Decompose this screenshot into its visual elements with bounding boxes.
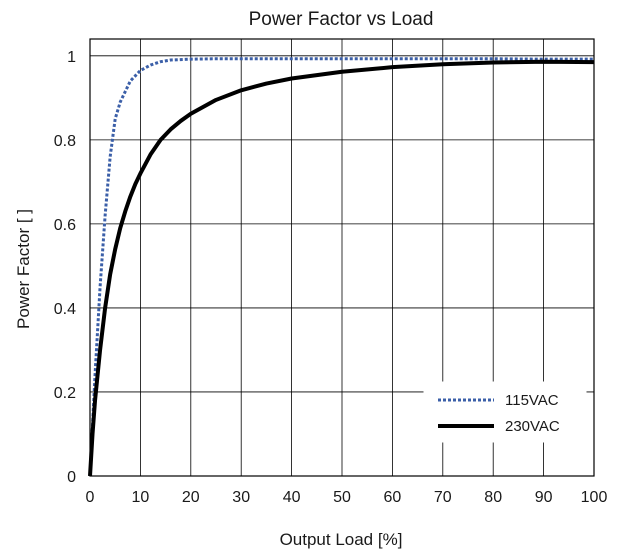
x-axis-label: Output Load [%] [280, 530, 403, 549]
x-tick-label: 40 [283, 489, 301, 506]
y-tick-label: 1 [67, 49, 76, 66]
legend: 115VAC 230VAC [423, 381, 587, 443]
series-line-230vac [88, 59, 595, 477]
y-tick-label: 0.4 [54, 301, 76, 318]
x-tick-label: 60 [384, 489, 402, 506]
y-axis-label: Power Factor [ ] [14, 209, 33, 329]
x-tick-label: 70 [434, 489, 452, 506]
x-tick-label: 20 [182, 489, 200, 506]
plot-border [89, 38, 595, 477]
y-tick-label: 0.2 [54, 385, 76, 402]
x-tick-label: 30 [232, 489, 250, 506]
x-tick-label: 0 [86, 489, 95, 506]
legend-box [423, 381, 587, 443]
x-tick-label: 90 [535, 489, 553, 506]
y-tick-label: 0.8 [54, 133, 76, 150]
y-tick-labels: 0 0.2 0.4 0.6 0.8 1 [54, 49, 76, 486]
series-lines [88, 57, 595, 477]
legend-label-230vac: 230VAC [505, 418, 560, 435]
x-tick-labels: 0 10 20 30 40 50 60 70 80 90 100 [86, 489, 608, 506]
legend-label-115vac: 115VAC [505, 392, 559, 409]
x-tick-label: 10 [132, 489, 150, 506]
chart-title: Power Factor vs Load [249, 9, 434, 30]
y-tick-label: 0 [67, 469, 76, 486]
x-tick-label: 50 [333, 489, 351, 506]
x-tick-label: 80 [484, 489, 502, 506]
x-tick-label: 100 [581, 489, 608, 506]
series-line-115vac [88, 57, 594, 477]
y-tick-label: 0.6 [54, 217, 76, 234]
